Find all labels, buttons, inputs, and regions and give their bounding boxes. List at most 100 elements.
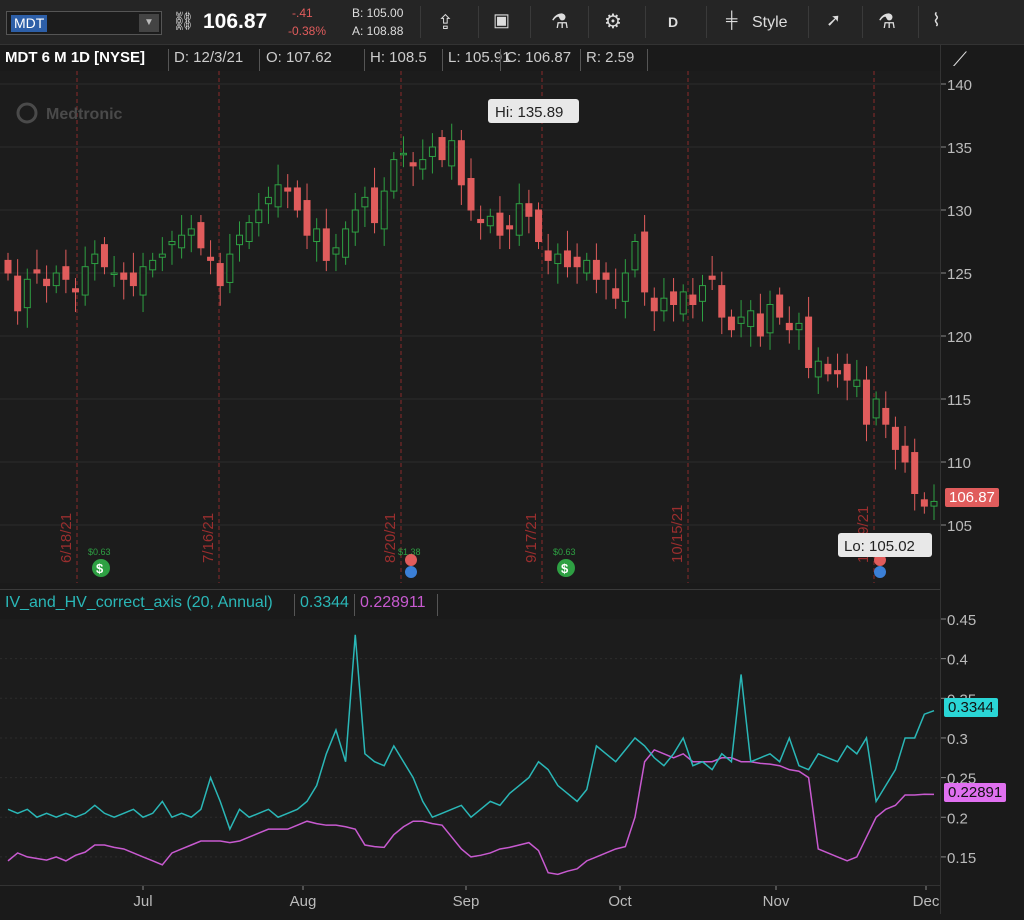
event-date-label: 7/16/21 <box>200 513 217 563</box>
chevron-down-icon[interactable]: ▼ <box>139 14 159 32</box>
candle-body <box>129 272 137 287</box>
candle-body <box>650 297 658 312</box>
news-icon[interactable]: ▣ <box>493 10 511 30</box>
dividend-icon-glyph: $ <box>96 561 104 576</box>
ask-value: A: 108.88 <box>352 24 404 38</box>
company-logo <box>16 102 38 124</box>
toolbar-divider <box>706 6 707 38</box>
candle-body <box>390 159 398 192</box>
candle-body <box>737 316 745 324</box>
price-tick-label: 110 <box>947 455 971 472</box>
candle-body <box>699 285 706 302</box>
candle-body <box>255 209 263 224</box>
drawing-tools-icon[interactable]: ⌇ <box>932 10 941 30</box>
dividend-icon <box>92 559 110 577</box>
candle-body <box>853 379 861 387</box>
candle-body <box>332 247 340 255</box>
candle-body <box>602 272 610 280</box>
cursor-icon[interactable]: ➚ <box>826 10 842 30</box>
share-icon[interactable]: ⇪ <box>437 12 454 34</box>
candle-body <box>81 266 89 296</box>
bid-value: B: 105.00 <box>352 6 404 20</box>
candle-body <box>313 228 321 242</box>
dividend-label: $0.63 <box>553 547 576 557</box>
month-label: Nov <box>763 893 790 910</box>
toolbar-divider <box>918 6 919 38</box>
candle-body <box>438 137 446 161</box>
symbol-input[interactable]: MDT ▼ <box>6 11 162 35</box>
study-name[interactable]: IV_and_HV_correct_axis (20, Annual) <box>5 594 273 611</box>
iv-value: 0.3344 <box>300 594 349 611</box>
candle-body <box>52 272 60 287</box>
candle-body <box>573 256 581 268</box>
candle-body <box>197 222 205 249</box>
candle-body <box>100 244 108 268</box>
candle-body <box>33 269 41 274</box>
candle-body <box>371 187 379 224</box>
candle-body <box>303 200 311 236</box>
price-chart-svg[interactable]: 6/18/217/16/218/20/219/17/2110/15/2111/1… <box>0 71 940 583</box>
candle-body <box>843 363 851 381</box>
toolbar-divider <box>588 6 589 38</box>
study-chart[interactable] <box>0 619 940 885</box>
month-label: Dec <box>913 893 940 910</box>
candle-body <box>236 234 243 246</box>
price-change: -.41 <box>292 6 313 20</box>
candle-body <box>428 146 436 157</box>
month-label: Jul <box>133 893 152 910</box>
candle-body <box>901 445 909 463</box>
flask-icon[interactable]: ⚗ <box>878 11 896 33</box>
iv-series-line <box>7 634 935 832</box>
candle-body <box>274 184 282 208</box>
iv-badge: 0.3344 <box>944 698 998 717</box>
candle-body <box>554 253 562 265</box>
last-price-badge: 106.87 <box>945 488 999 507</box>
drawing-tool-icon[interactable]: ⟋ <box>953 49 967 71</box>
price-chart[interactable]: 6/18/217/16/218/20/219/17/2110/15/2111/1… <box>0 71 940 583</box>
info-close: C: 106.87 <box>506 49 572 66</box>
candle-body <box>72 288 80 293</box>
flask-icon[interactable]: ⚗ <box>551 11 569 33</box>
study-tick-label: 0.15 <box>947 850 976 867</box>
candle-body <box>351 209 359 233</box>
toolbar: MDT ▼ ⛓ 106.87 -.41 -0.38% B: 105.00 A: … <box>0 0 1024 45</box>
candle-body <box>727 316 735 331</box>
price-change-pct: -0.38% <box>288 24 327 38</box>
candles-icon[interactable]: ╪ <box>726 12 738 29</box>
candle-body <box>14 275 22 312</box>
candle-body <box>23 278 31 309</box>
info-icon <box>405 566 417 578</box>
candle-body <box>178 234 186 249</box>
info-open: O: 107.62 <box>266 49 332 66</box>
candle-body <box>361 196 369 208</box>
candle-body <box>467 178 475 211</box>
link-icon[interactable]: ⛓ <box>172 11 195 31</box>
candle-body <box>380 190 388 230</box>
style-menu[interactable]: Style <box>752 14 788 31</box>
x-axis: Jul Aug Sep Oct Nov Dec <box>0 885 940 915</box>
candle-body <box>776 294 784 318</box>
timeframe-selector[interactable]: D <box>668 14 679 30</box>
candle-body <box>515 203 523 236</box>
candle-body <box>891 426 899 450</box>
candle-body <box>930 500 938 507</box>
hv-series-line <box>7 748 935 876</box>
toolbar-divider <box>420 6 421 38</box>
study-tick-label: 0.45 <box>947 612 976 629</box>
symbol-text[interactable]: MDT <box>11 15 48 32</box>
candle-body <box>631 241 639 271</box>
candle-body <box>689 294 697 306</box>
candle-body <box>814 360 822 378</box>
event-date-label: 6/18/21 <box>58 513 75 563</box>
gear-icon[interactable]: ⚙ <box>604 11 622 33</box>
candle-body <box>158 253 166 258</box>
right-axis[interactable]: 1401351301251201151101050.450.40.350.30.… <box>940 45 1024 914</box>
candle-body <box>563 250 571 268</box>
candle-body <box>477 218 485 224</box>
toolbar-divider <box>645 6 646 38</box>
info-bar: MDT 6 M 1D [NYSE] D: 12/3/21 O: 107.62 H… <box>0 45 940 71</box>
candle-body <box>583 259 591 274</box>
candle-body <box>139 266 147 296</box>
study-chart-svg[interactable] <box>0 619 940 885</box>
candle-body <box>535 209 543 242</box>
